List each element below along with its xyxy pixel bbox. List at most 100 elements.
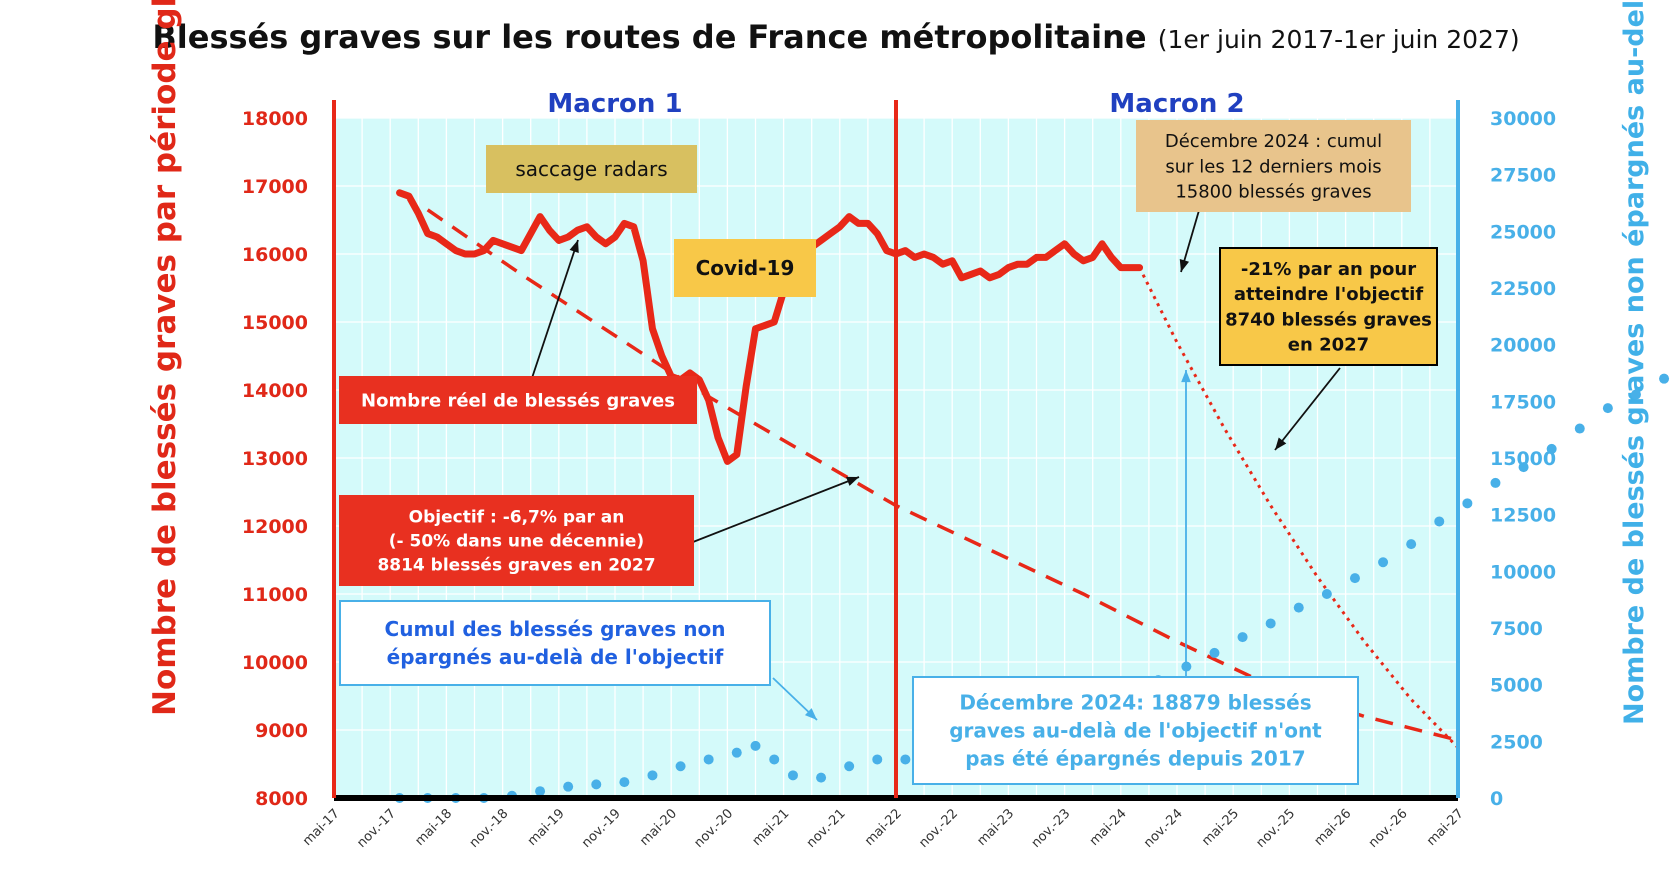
- series-cumul-point: [1490, 477, 1501, 488]
- arrow-real-head: [569, 240, 579, 253]
- series-cumul-point: [619, 777, 630, 788]
- arrow-real: [531, 239, 579, 379]
- series-cumul-point: [1518, 462, 1529, 473]
- series-cumul-point: [1378, 557, 1389, 568]
- arrow-objective-head: [846, 476, 859, 486]
- series-cumul-point: [647, 770, 658, 781]
- x-tick-label: nov.-17: [354, 806, 399, 851]
- annotation-saccage-radars-box: [486, 145, 697, 193]
- x-tick-label: nov.-26: [1366, 806, 1411, 851]
- y-tick-right: 15000: [1490, 448, 1556, 470]
- y-tick-left: 11000: [242, 584, 308, 606]
- x-tick-label: nov.-23: [1029, 806, 1074, 851]
- y-tick-left: 8000: [255, 788, 308, 810]
- series-cumul-point: [1349, 573, 1360, 584]
- annotation-objective-box: [339, 495, 694, 586]
- annotation-real-box: [339, 376, 697, 424]
- x-tick-label: mai-22: [862, 806, 905, 849]
- y-tick-left: 14000: [242, 380, 308, 402]
- y-tick-left: 10000: [242, 652, 308, 674]
- y-tick-left: 9000: [255, 720, 308, 742]
- chart-title-main: Blessés graves sur les routes de France …: [152, 18, 1147, 56]
- series-cumul-point: [1293, 602, 1304, 613]
- period-label: Macron 2: [1109, 89, 1244, 119]
- arrow-cumul-head: [804, 708, 817, 720]
- series-cumul-point: [1209, 647, 1220, 658]
- series-objective-line: [426, 208, 1459, 742]
- series-cumul-point: [1630, 389, 1641, 400]
- annotation-real: Nombre réel de blessés graves: [339, 376, 697, 424]
- y-tick-right: 7500: [1490, 618, 1543, 640]
- period-label: Macron 1: [547, 89, 682, 119]
- annotation-dec2024-cumul-box: [1136, 120, 1411, 212]
- x-tick-label: mai-19: [525, 806, 568, 849]
- y-tick-right: 5000: [1490, 675, 1543, 697]
- x-tick-label: nov.-18: [467, 806, 512, 851]
- annotation-cumul-box: [339, 600, 771, 686]
- y-tick-right: 30000: [1490, 108, 1556, 130]
- annotation-dec2024-cumul: Décembre 2024 : cumul sur les 12 derniers…: [1136, 120, 1411, 212]
- x-tick-label: mai-17: [300, 806, 343, 849]
- series-required-line: [1138, 266, 1460, 749]
- arrow-dec2024-head: [1179, 259, 1190, 272]
- y-tick-left: 18000: [242, 108, 308, 130]
- annotation-dec2024-cumul-non-spared: Décembre 2024: 18879 blessés graves au-de…: [912, 676, 1359, 785]
- y-tick-left: 16000: [242, 244, 308, 266]
- y-tick-left: 13000: [242, 448, 308, 470]
- series-cumul-point: [750, 740, 761, 751]
- x-tick-label: nov.-22: [916, 806, 961, 851]
- annotation-dec2024-cumul-non-spared-text: pas été épargnés depuis 2017: [965, 747, 1305, 771]
- annotation-objective-text: (- 50% dans une décennie): [389, 531, 644, 551]
- x-tick-label: mai-18: [412, 806, 455, 849]
- x-tick-label: mai-25: [1199, 806, 1242, 849]
- annotation-covid-text: Covid-19: [696, 256, 795, 280]
- annotation-required-rate-text: atteindre l'objectif: [1234, 284, 1424, 305]
- series-cumul-point: [1602, 403, 1613, 414]
- x-tick-label: mai-21: [750, 806, 793, 849]
- series-cumul-point: [1265, 618, 1276, 629]
- annotation-objective-text: Objectif : -6,7% par an: [409, 508, 625, 528]
- annotation-dec2024-cumul-text: 15800 blessés graves: [1175, 182, 1371, 203]
- series-cumul-point: [844, 761, 855, 772]
- y-tick-right: 17500: [1490, 391, 1556, 413]
- arrow-objective: [692, 476, 860, 543]
- annotation-objective-text: 8814 blessés graves en 2027: [377, 555, 655, 575]
- arrow-cumul-dec2024-head: [1181, 370, 1191, 383]
- x-tick-label: mai-20: [637, 806, 680, 849]
- annotation-dec2024-cumul-non-spared-text: Décembre 2024: 18879 blessés: [959, 691, 1311, 715]
- annotation-required-rate-box: [1219, 247, 1438, 366]
- y-tick-right: 22500: [1490, 278, 1556, 300]
- annotation-required-rate-text: en 2027: [1288, 335, 1369, 356]
- y-tick-right: 0: [1490, 788, 1503, 810]
- series-cumul-point: [535, 786, 546, 797]
- series-cumul-point: [900, 754, 911, 765]
- series-cumul-point: [1237, 632, 1248, 643]
- series-cumul-point: [675, 761, 686, 772]
- series-cumul-point: [1462, 498, 1473, 509]
- x-tick-label: nov.-20: [692, 806, 737, 851]
- annotation-required-rate: -21% par an pour atteindre l'objectif 8740…: [1219, 247, 1438, 366]
- annotation-covid: Covid-19: [674, 239, 816, 297]
- chart-title: Blessés graves sur les routes de France …: [0, 18, 1672, 56]
- x-tick-label: mai-27: [1424, 806, 1467, 849]
- x-tick-label: nov.-25: [1254, 806, 1299, 851]
- series-cumul-point: [816, 772, 827, 783]
- series-cumul-point: [563, 781, 574, 792]
- y-tick-left: 17000: [242, 176, 308, 198]
- x-tick-label: mai-23: [974, 806, 1017, 849]
- series-cumul-point: [1659, 373, 1670, 384]
- series-real-line: [396, 189, 1144, 465]
- annotation-cumul-text: épargnés au-delà de l'objectif: [387, 645, 724, 669]
- arrow-required-head: [1275, 437, 1287, 450]
- series-cumul-point: [731, 747, 742, 758]
- x-tick-label: mai-26: [1312, 806, 1355, 849]
- annotation-real-text: Nombre réel de blessés graves: [361, 390, 675, 411]
- annotation-dec2024-cumul-text: sur les 12 derniers mois: [1165, 156, 1381, 177]
- annotation-saccage-radars-text: saccage radars: [515, 157, 667, 181]
- annotation-saccage-radars: saccage radars: [486, 145, 697, 193]
- y-tick-right: 10000: [1490, 561, 1556, 583]
- y-tick-right: 27500: [1490, 165, 1556, 187]
- series-cumul-point: [1406, 539, 1417, 550]
- x-tick-label: nov.-19: [579, 806, 624, 851]
